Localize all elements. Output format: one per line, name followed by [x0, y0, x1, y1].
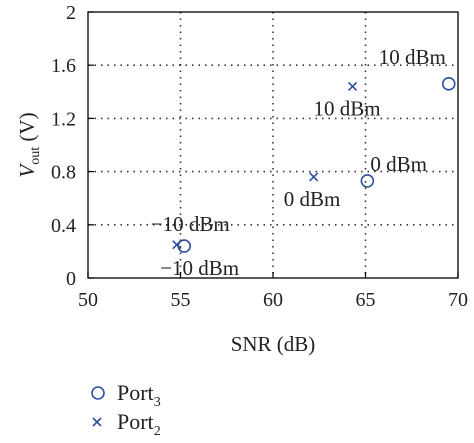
y-axis-label-sub: out: [28, 147, 43, 165]
y-axis-label-unit: (V): [15, 112, 39, 146]
y-tick-label-4: 1.6: [51, 55, 76, 77]
legend-port3-marker: [91, 386, 105, 400]
x-tick-label-3: 65: [356, 289, 376, 311]
y-tick-label-3: 1.2: [51, 108, 76, 130]
legend: Port3 Port2: [91, 380, 161, 439]
port3-label-2: 10 dBm: [379, 45, 446, 69]
data-points: [172, 77, 456, 253]
y-axis-label-main: V: [15, 163, 39, 178]
x-tick-label-4: 70: [448, 289, 468, 311]
x-axis-label: SNR (dB): [231, 332, 316, 356]
point-annotations: −10 dBm 0 dBm 10 dBm −10 dBm 0 dBm 10 dBm: [151, 45, 446, 280]
port3-point-2: [441, 77, 456, 91]
y-axis-label: Vout (V): [15, 112, 43, 177]
axis-ticks: 50 55 60 65 70 0 0.4 0.8 1.2 1.6 2: [51, 2, 468, 311]
port2-label-2: 10 dBm: [314, 96, 381, 120]
port2-label-0: −10 dBm: [151, 212, 230, 236]
x-tick-label-2: 60: [263, 289, 283, 311]
legend-port3-label: Port3: [117, 380, 161, 410]
port2-point-0: [172, 240, 182, 250]
port2-label-1: 0 dBm: [284, 187, 341, 211]
port3-label-1: 0 dBm: [370, 152, 427, 176]
port2-point-2: [347, 81, 358, 92]
legend-port2-marker: [92, 417, 102, 427]
port2-point-1: [309, 172, 319, 182]
legend-port2-sub: 2: [154, 424, 161, 439]
legend-port3-main: Port: [117, 380, 154, 405]
x-tick-label-0: 50: [78, 289, 98, 311]
y-tick-label-0: 0: [66, 268, 76, 290]
grid-lines: [88, 12, 458, 278]
x-tick-label-1: 55: [171, 289, 191, 311]
y-tick-label-5: 2: [66, 2, 76, 24]
legend-port2-main: Port: [117, 409, 154, 434]
y-tick-label-2: 0.8: [51, 162, 76, 184]
port3-label-0: −10 dBm: [160, 256, 239, 280]
port3-point-1: [360, 174, 375, 188]
y-tick-label-1: 0.4: [51, 215, 76, 237]
legend-port2-label: Port2: [117, 409, 161, 439]
legend-port3-sub: 3: [154, 395, 161, 410]
